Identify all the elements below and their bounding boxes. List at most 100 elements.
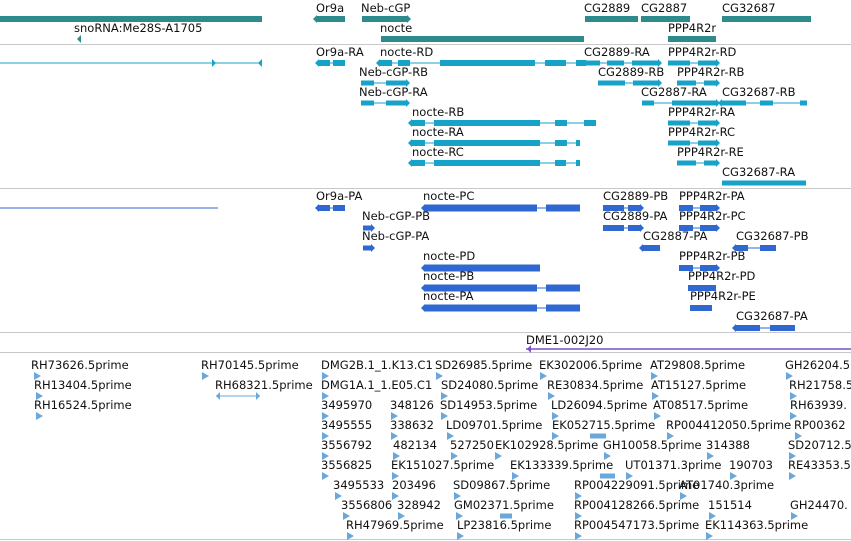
protein-label[interactable]: nocte-PC xyxy=(423,189,475,203)
est-label[interactable]: GH10058.5prime xyxy=(603,438,702,452)
est-glyph[interactable] xyxy=(392,472,399,480)
transcript-glyph-exon[interactable] xyxy=(434,140,540,146)
transcript-glyph-exon[interactable] xyxy=(668,120,690,126)
est-label[interactable]: 3556792 xyxy=(321,438,373,452)
est-label[interactable]: RH70145.5prime xyxy=(201,358,299,372)
transcript-glyph-strand-arrow[interactable] xyxy=(658,79,662,87)
est-label[interactable]: 3556825 xyxy=(321,458,373,472)
est-glyph[interactable] xyxy=(457,532,464,540)
est-label[interactable]: RP004229091.5prime xyxy=(574,478,700,492)
est-glyph[interactable] xyxy=(709,512,716,520)
est-glyph[interactable] xyxy=(590,433,606,439)
est-label[interactable]: RH13404.5prime xyxy=(34,378,132,392)
est-label[interactable]: 527250 xyxy=(450,438,494,452)
transcript-glyph-exon[interactable] xyxy=(434,120,540,126)
est-label[interactable]: RE30834.5prime xyxy=(547,378,644,392)
est-label[interactable]: AT29808.5prime xyxy=(650,358,746,372)
protein-label[interactable]: CG2889-PA xyxy=(603,209,668,223)
est-glyph[interactable] xyxy=(791,512,798,520)
protein-label[interactable]: nocte-PB xyxy=(423,269,475,283)
transcript-glyph-strand-arrow[interactable] xyxy=(716,139,720,147)
protein-glyph-exon[interactable] xyxy=(679,205,693,211)
transcript-label[interactable]: PPP4R2r-RB xyxy=(677,65,745,79)
transcript-label[interactable]: PPP4R2r-RA xyxy=(668,105,735,119)
est-glyph[interactable] xyxy=(730,472,737,480)
est-label[interactable]: DMG1A.1_1.E05.C1 xyxy=(321,378,433,392)
est-glyph[interactable] xyxy=(36,392,43,400)
est-label[interactable]: 338632 xyxy=(390,418,434,432)
transcript-glyph-strand-arrow[interactable] xyxy=(716,159,720,167)
est-glyph[interactable] xyxy=(256,392,260,400)
est-glyph[interactable] xyxy=(447,432,454,440)
transcript-glyph-exon[interactable] xyxy=(668,60,690,66)
est-glyph[interactable] xyxy=(391,432,398,440)
protein-glyph-exon[interactable] xyxy=(603,205,624,211)
protein-glyph-exon[interactable] xyxy=(700,265,716,271)
transcript-glyph-exon[interactable] xyxy=(434,160,540,166)
protein-glyph-exon[interactable] xyxy=(690,305,712,311)
transcript-glyph-strand-arrow[interactable] xyxy=(408,139,412,147)
protein-label[interactable]: PPP4R2r-PC xyxy=(679,209,746,223)
transcript-glyph-strand-arrow[interactable] xyxy=(406,79,410,87)
transcript-label[interactable]: nocte-RB xyxy=(412,105,465,119)
transcript-glyph-exon[interactable] xyxy=(576,160,580,166)
est-glyph[interactable] xyxy=(441,392,448,400)
protein-label[interactable]: CG2887-PA xyxy=(643,229,708,243)
transcript-glyph-exon[interactable] xyxy=(361,100,374,106)
transcript-glyph-exon[interactable] xyxy=(704,80,716,86)
protein-glyph-strand-arrow[interactable] xyxy=(421,264,425,272)
est-glyph[interactable] xyxy=(790,392,797,400)
est-label[interactable]: GH24470. xyxy=(790,498,848,512)
est-label[interactable]: RH21758.5 xyxy=(789,378,851,392)
est-label[interactable]: 328942 xyxy=(397,498,441,512)
transcript-glyph-exon[interactable] xyxy=(412,120,425,126)
est-glyph[interactable] xyxy=(626,472,633,480)
protein-glyph-strand-arrow[interactable] xyxy=(716,264,720,272)
est-glyph[interactable] xyxy=(604,452,611,460)
transcript-glyph[interactable] xyxy=(212,59,216,67)
protein-glyph-strand-arrow[interactable] xyxy=(639,244,643,252)
transcript-glyph-exon[interactable] xyxy=(440,60,535,66)
transcript-label[interactable]: CG2889-RA xyxy=(584,45,650,59)
est-glyph[interactable] xyxy=(451,452,458,460)
protein-glyph-strand-arrow[interactable] xyxy=(640,224,644,232)
protein-glyph-exon[interactable] xyxy=(679,225,693,231)
protein-glyph-exon[interactable] xyxy=(333,205,345,211)
est-label[interactable]: SD09867.5prime xyxy=(453,478,551,492)
est-label[interactable]: AT15127.5prime xyxy=(651,378,747,392)
protein-label[interactable]: PPP4R2r-PD xyxy=(688,269,756,283)
transcript-glyph-strand-arrow[interactable] xyxy=(716,59,720,67)
protein-glyph-exon[interactable] xyxy=(363,225,371,231)
transcript-glyph-exon[interactable] xyxy=(668,140,690,146)
est-label[interactable]: UT01371.3prime xyxy=(625,458,722,472)
transcript-label[interactable]: PPP4R2r-RE xyxy=(677,145,744,159)
transcript-glyph-exon[interactable] xyxy=(576,140,580,146)
est-glyph[interactable] xyxy=(335,492,342,500)
est-glyph[interactable] xyxy=(495,452,502,460)
est-glyph[interactable] xyxy=(322,412,329,420)
est-glyph[interactable] xyxy=(393,452,400,460)
transcript-label[interactable]: CG32687-RB xyxy=(722,85,796,99)
transcript-glyph-exon[interactable] xyxy=(545,60,566,66)
est-glyph[interactable] xyxy=(651,372,658,380)
est-label[interactable]: EK102928.5prime xyxy=(495,438,599,452)
est-label[interactable]: AT01740.3prime xyxy=(679,478,775,492)
protein-glyph-exon[interactable] xyxy=(736,245,748,251)
transcript-label[interactable]: Or9a-RA xyxy=(316,45,364,59)
est-label[interactable]: 3495970 xyxy=(321,398,373,412)
est-glyph[interactable] xyxy=(552,412,559,420)
protein-label[interactable]: PPP4R2r-PE xyxy=(690,289,756,303)
est-label[interactable]: 3495533 xyxy=(333,478,385,492)
est-label[interactable]: LP23816.5prime xyxy=(457,518,552,532)
est-label[interactable]: EK114363.5prime xyxy=(705,518,809,532)
transcript-glyph-strand-arrow[interactable] xyxy=(716,119,720,127)
est-glyph[interactable] xyxy=(436,372,443,380)
transcript-glyph-exon[interactable] xyxy=(333,60,345,66)
est-label[interactable]: 3556806 xyxy=(341,498,393,512)
est-glyph[interactable] xyxy=(36,412,43,420)
est-glyph[interactable] xyxy=(680,492,687,500)
gene-glyph[interactable] xyxy=(77,35,81,43)
est-label[interactable]: EK151027.5prime xyxy=(391,458,495,472)
transcript-label[interactable]: nocte-RD xyxy=(380,45,434,59)
est-glyph[interactable] xyxy=(392,492,399,500)
